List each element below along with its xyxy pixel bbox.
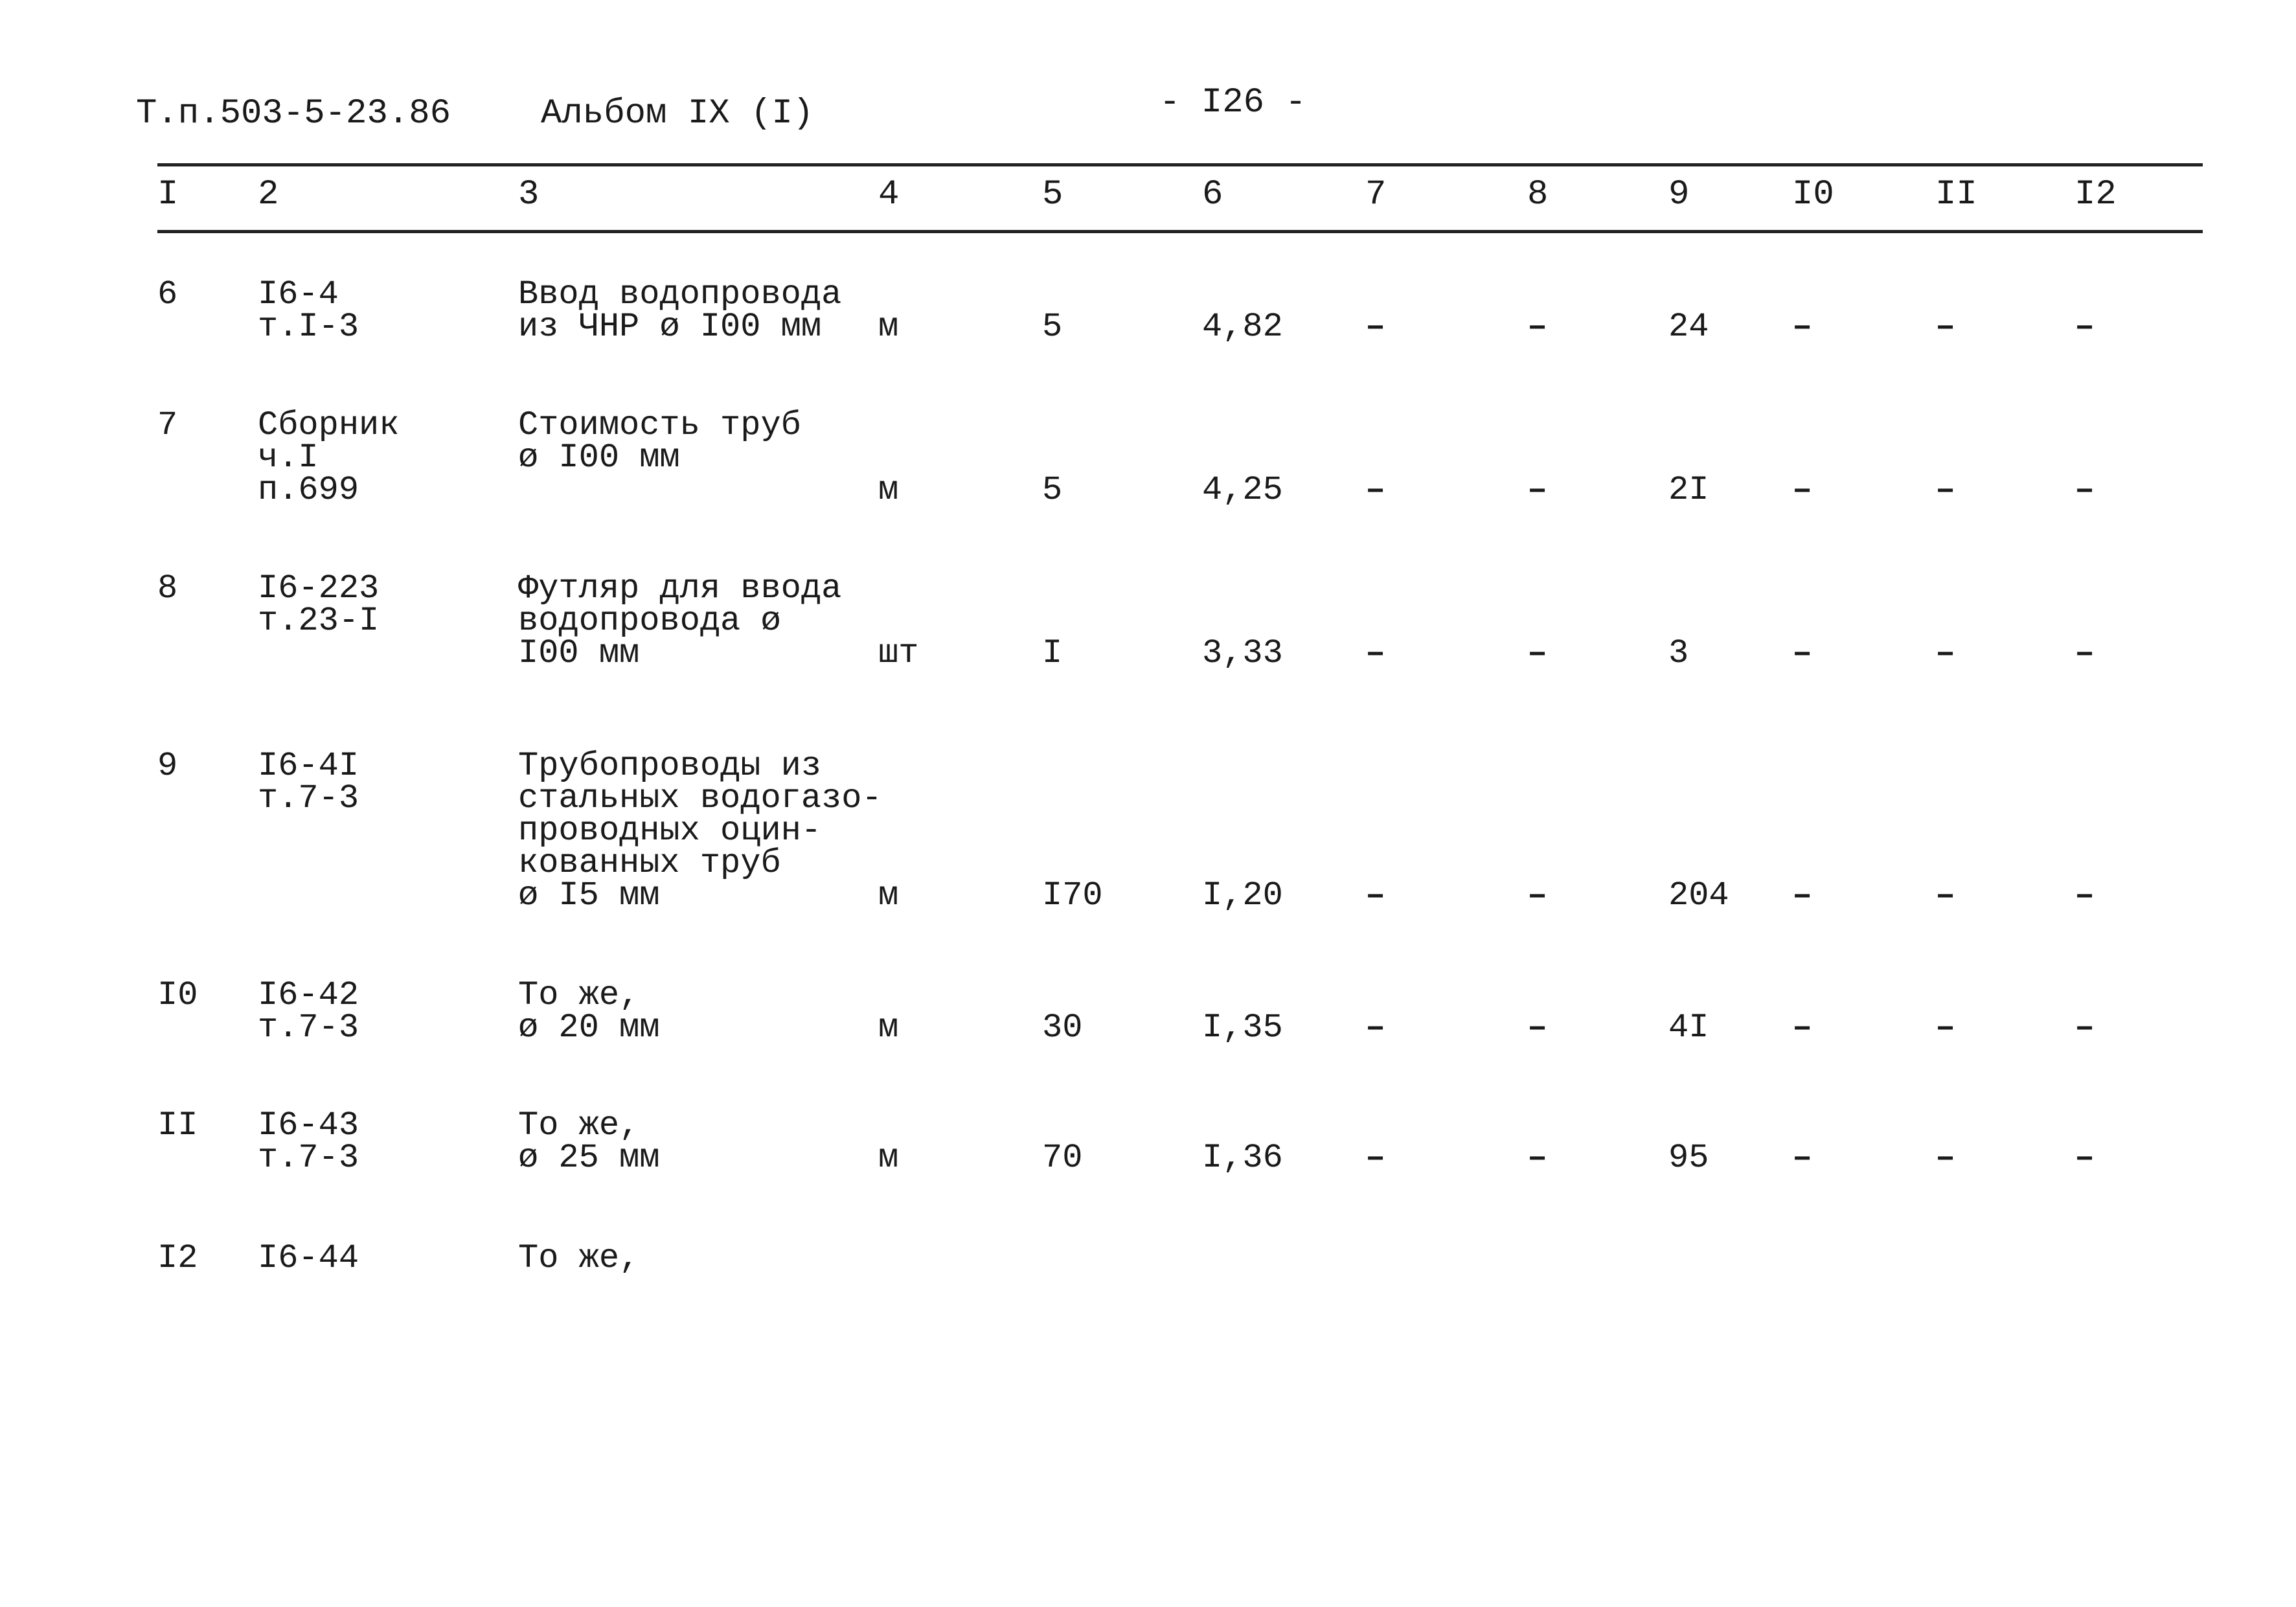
col-11: – xyxy=(1935,876,1956,915)
column-header: 6 xyxy=(1202,175,1223,214)
norm-reference: I6-42 т.7-3 xyxy=(258,976,359,1047)
row-number: 7 xyxy=(157,406,178,444)
work-description: То же, ø 25 мм xyxy=(518,1106,660,1177)
quantity: 70 xyxy=(1042,1139,1083,1177)
col-7: – xyxy=(1365,634,1386,672)
col-7: – xyxy=(1365,471,1386,509)
col-8: – xyxy=(1527,1139,1548,1177)
col-12: – xyxy=(2074,876,2095,915)
table-top-rule xyxy=(157,163,2203,166)
col-7: – xyxy=(1365,1139,1386,1177)
row-number: I0 xyxy=(157,976,198,1014)
column-header: 5 xyxy=(1042,175,1063,214)
table-row: 8 I6-223 т.23-I Футляр для ввода водопрово… xyxy=(0,569,2296,672)
col-12: – xyxy=(2074,1139,2095,1177)
norm-reference: Сборник ч.I п.699 xyxy=(258,406,400,509)
col-11: – xyxy=(1935,308,1956,346)
col-9-total: 204 xyxy=(1668,876,1729,915)
row-number: I2 xyxy=(157,1239,198,1277)
col-10: – xyxy=(1792,876,1813,915)
document-code: Т.п.503-5-23.86 xyxy=(136,94,451,133)
column-header: 9 xyxy=(1668,175,1690,214)
table-row: 7 Сборник ч.I п.699 Стоимость труб ø I00 м… xyxy=(0,409,2296,507)
col-9-total: 95 xyxy=(1668,1139,1709,1177)
quantity: 5 xyxy=(1042,308,1063,346)
quantity: I xyxy=(1042,634,1063,672)
album-label: Альбом IX (I) xyxy=(541,94,814,133)
col-8: – xyxy=(1527,308,1548,346)
col-8: – xyxy=(1527,1009,1548,1047)
row-number: II xyxy=(157,1106,198,1145)
col-8: – xyxy=(1527,634,1548,672)
table-row: II I6-43 т.7-3 То же, ø 25 мм м 70 I,36 – – 95 – –… xyxy=(0,1106,2296,1177)
quantity: 30 xyxy=(1042,1009,1083,1047)
col-10: – xyxy=(1792,308,1813,346)
column-header: 8 xyxy=(1527,175,1549,214)
unit: м xyxy=(878,1139,899,1177)
unit: м xyxy=(878,1009,899,1047)
column-header: 4 xyxy=(878,175,900,214)
work-description: Футляр для ввода водопровода ø I00 мм xyxy=(518,569,842,672)
norm-reference: I6-4 т.I-3 xyxy=(258,275,359,346)
col-8: – xyxy=(1527,876,1548,915)
col-7: – xyxy=(1365,1009,1386,1047)
col-9-total: 3 xyxy=(1668,634,1689,672)
column-header: 2 xyxy=(258,175,279,214)
work-description: То же, ø 20 мм xyxy=(518,976,660,1047)
column-header: 7 xyxy=(1365,175,1387,214)
col-12: – xyxy=(2074,308,2095,346)
col-10: – xyxy=(1792,1009,1813,1047)
table-row: I2 I6-44 То же, xyxy=(0,1242,2296,1275)
col-9-total: 4I xyxy=(1668,1009,1709,1047)
col-11: – xyxy=(1935,1009,1956,1047)
col-12: – xyxy=(2074,471,2095,509)
col-11: – xyxy=(1935,1139,1956,1177)
unit-price: I,35 xyxy=(1202,1009,1283,1047)
column-header: 3 xyxy=(518,175,540,214)
unit-price: 3,33 xyxy=(1202,634,1283,672)
quantity: I70 xyxy=(1042,876,1103,915)
table-header-rule xyxy=(157,230,2203,233)
col-9-total: 2I xyxy=(1668,471,1709,509)
column-header: II xyxy=(1935,175,1977,214)
work-description: Стоимость труб ø I00 мм xyxy=(518,406,801,477)
row-number: 8 xyxy=(157,569,178,608)
col-7: – xyxy=(1365,308,1386,346)
work-description: Трубопроводы из стальных водогазо- прово… xyxy=(518,747,882,915)
unit: шт xyxy=(878,634,919,672)
col-10: – xyxy=(1792,471,1813,509)
column-header: I2 xyxy=(2074,175,2117,214)
norm-reference: I6-43 т.7-3 xyxy=(258,1106,359,1177)
quantity: 5 xyxy=(1042,471,1063,509)
norm-reference: I6-44 xyxy=(258,1239,359,1277)
col-10: – xyxy=(1792,634,1813,672)
col-11: – xyxy=(1935,471,1956,509)
work-description: То же, xyxy=(518,1239,640,1277)
table-row: 9 I6-4I т.7-3 Трубопроводы из стальных вод… xyxy=(0,747,2296,915)
col-8: – xyxy=(1527,471,1548,509)
col-12: – xyxy=(2074,634,2095,672)
norm-reference: I6-4I т.7-3 xyxy=(258,747,359,817)
col-12: – xyxy=(2074,1009,2095,1047)
column-header: I0 xyxy=(1792,175,1834,214)
table-row: 6 I6-4 т.I-3 Ввод водопровода из ЧНР ø I00… xyxy=(0,275,2296,346)
unit: м xyxy=(878,471,899,509)
unit-price: 4,25 xyxy=(1202,471,1283,509)
unit-price: I,20 xyxy=(1202,876,1283,915)
page-number: - I26 - xyxy=(1159,83,1306,122)
col-10: – xyxy=(1792,1139,1813,1177)
unit-price: 4,82 xyxy=(1202,308,1283,346)
col-7: – xyxy=(1365,876,1386,915)
col-9-total: 24 xyxy=(1668,308,1709,346)
unit-price: I,36 xyxy=(1202,1139,1283,1177)
norm-reference: I6-223 т.23-I xyxy=(258,569,380,640)
unit: м xyxy=(878,308,899,346)
table-row: I0 I6-42 т.7-3 То же, ø 20 мм м 30 I,35 – – 4I – –… xyxy=(0,976,2296,1047)
unit: м xyxy=(878,876,899,915)
row-number: 6 xyxy=(157,275,178,313)
work-description: Ввод водопровода из ЧНР ø I00 мм xyxy=(518,275,842,346)
column-header: I xyxy=(157,175,179,214)
col-11: – xyxy=(1935,634,1956,672)
row-number: 9 xyxy=(157,747,178,785)
